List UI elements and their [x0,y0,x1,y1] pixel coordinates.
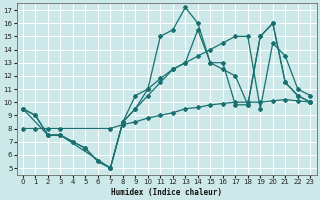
X-axis label: Humidex (Indice chaleur): Humidex (Indice chaleur) [111,188,222,197]
